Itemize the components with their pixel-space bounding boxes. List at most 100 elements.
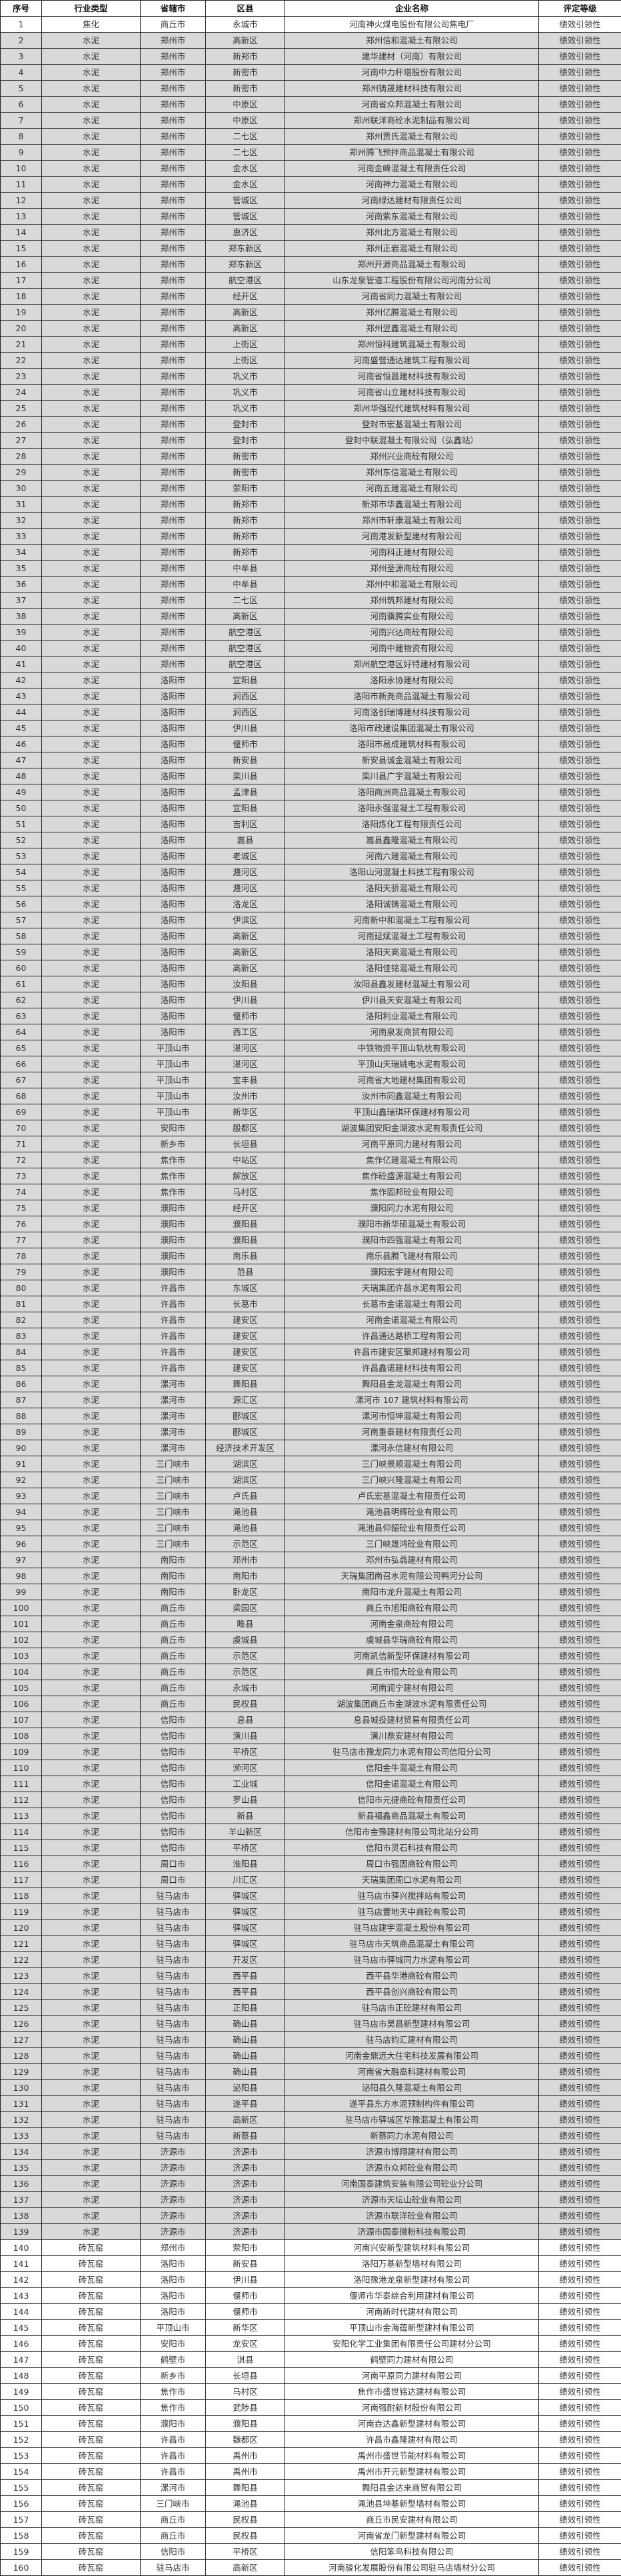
cell-index: 39 xyxy=(0,624,42,641)
cell-company: 洛阳市易成建筑材料有限公司 xyxy=(285,736,539,752)
cell-city: 郑州市 xyxy=(140,656,206,672)
cell-city: 郑州市 xyxy=(140,112,206,129)
cell-rating: 绩效引领性 xyxy=(538,1104,621,1120)
cell-index: 66 xyxy=(0,1056,42,1072)
cell-industry: 水泥 xyxy=(41,784,141,800)
cell-city: 驻马店市 xyxy=(140,1983,206,2000)
cell-company: 洛阳永协建材有限公司 xyxy=(285,672,539,688)
cell-industry: 水泥 xyxy=(41,1424,141,1440)
cell-industry: 砖瓦窑 xyxy=(41,2479,141,2496)
cell-city: 洛阳市 xyxy=(140,944,206,960)
cell-district: 登封市 xyxy=(205,416,285,433)
cell-city: 洛阳市 xyxy=(140,832,206,848)
cell-company: 河南兴达商砼有限公司 xyxy=(285,624,539,641)
cell-company: 焦作砼盛源混凝土有限公司 xyxy=(285,1168,539,1184)
cell-district: 新华区 xyxy=(205,1104,285,1120)
cell-index: 89 xyxy=(0,1424,42,1440)
cell-district: 嵩县 xyxy=(205,832,285,848)
cell-industry: 水泥 xyxy=(41,1152,141,1168)
cell-company: 登封中联混凝土有限公司（弘鑫站） xyxy=(285,432,539,449)
cell-industry: 水泥 xyxy=(41,1184,141,1200)
table-row: 64 水泥 洛阳市 西工区 河南泉发商贸有限公司 绩效引领性 xyxy=(0,1024,621,1040)
cell-company: 河南金诺混凝土有限公司 xyxy=(285,1312,539,1328)
cell-industry: 砖瓦窑 xyxy=(41,2559,141,2576)
cell-company: 济源市博翔建材有限公司 xyxy=(285,2143,539,2160)
cell-index: 69 xyxy=(0,1104,42,1120)
cell-index: 158 xyxy=(0,2527,42,2544)
cell-rating: 绩效引领性 xyxy=(538,1935,621,1952)
table-row: 56 水泥 洛阳市 洛龙区 洛阳诚铸混凝土有限公司 绩效引领性 xyxy=(0,896,621,912)
cell-company: 洛阳利业混凝土有限公司 xyxy=(285,1008,539,1024)
table-row: 20 水泥 郑州市 高新区 郑州翌鑫混凝土有限公司 绩效引领性 xyxy=(0,320,621,337)
cell-district: 孟津县 xyxy=(205,784,285,800)
cell-industry: 砖瓦窑 xyxy=(41,2399,141,2416)
cell-rating: 绩效引领性 xyxy=(538,352,621,369)
cell-rating: 绩效引领性 xyxy=(538,2255,621,2272)
cell-district: 濮阳县 xyxy=(205,2415,285,2432)
table-row: 103 水泥 商丘市 示范区 河南凯信新型环保建材有限公司 绩效引领性 xyxy=(0,1648,621,1664)
cell-company: 河南省大融高科建材有限公司 xyxy=(285,2063,539,2080)
table-row: 107 水泥 信阳市 息县 息县城投建材贸易有限责任公司 绩效引领性 xyxy=(0,1712,621,1728)
cell-index: 131 xyxy=(0,2095,42,2112)
cell-district: 长垣县 xyxy=(205,1136,285,1152)
cell-district: 遂平县 xyxy=(205,2095,285,2112)
cell-district: 湛河区 xyxy=(205,1040,285,1056)
cell-district: 济源市 xyxy=(205,2207,285,2224)
table-row: 156 砖瓦窑 三门峡市 渑池县 渑池县坤基新型墙材有限公司 绩效引领性 xyxy=(0,2495,621,2512)
table-row: 101 水泥 商丘市 睢县 河南金泉商砼有限公司 绩效引领性 xyxy=(0,1616,621,1632)
cell-district: 新郑市 xyxy=(205,544,285,561)
cell-rating: 绩效引领性 xyxy=(538,144,621,161)
cell-industry: 水泥 xyxy=(41,944,141,960)
cell-city: 商丘市 xyxy=(140,1600,206,1616)
cell-company: 河南延斌混凝土工程有限公司 xyxy=(285,928,539,944)
cell-rating: 绩效引领性 xyxy=(538,1408,621,1424)
cell-industry: 水泥 xyxy=(41,1376,141,1392)
cell-company: 洛阳天骄混凝土有限公司 xyxy=(285,880,539,896)
cell-index: 82 xyxy=(0,1312,42,1328)
cell-city: 南阳市 xyxy=(140,1584,206,1600)
cell-district: 中原区 xyxy=(205,112,285,129)
cell-industry: 水泥 xyxy=(41,576,141,593)
cell-company: 郑州贾氏混凝土有限公司 xyxy=(285,128,539,145)
cell-company: 驻马店市昊昌新型建材有限公司 xyxy=(285,2015,539,2032)
table-row: 144 砖瓦窑 洛阳市 偃师市 河南新时代建材有限公司 绩效引领性 xyxy=(0,2303,621,2320)
table-row: 38 水泥 郑州市 高新区 河南骥腾实业有限公司 绩效引领性 xyxy=(0,608,621,625)
cell-index: 110 xyxy=(0,1760,42,1776)
cell-rating: 绩效引领性 xyxy=(538,768,621,784)
cell-city: 濮阳市 xyxy=(140,1216,206,1232)
cell-company: 信阳金诺混凝土有限公司 xyxy=(285,1776,539,1792)
cell-company: 济源市天坛山砼业有限公司 xyxy=(285,2191,539,2208)
cell-industry: 水泥 xyxy=(41,2063,141,2080)
cell-industry: 砖瓦窑 xyxy=(41,2431,141,2448)
cell-company: 天瑞集团许昌水泥有限公司 xyxy=(285,1280,539,1296)
cell-district: 永城市 xyxy=(205,1680,285,1696)
cell-company: 河南新中和混凝土工程有限公司 xyxy=(285,912,539,928)
cell-city: 洛阳市 xyxy=(140,704,206,720)
table-row: 114 水泥 信阳市 羊山新区 信阳市金豫建材有限公司北站分公司 绩效引领性 xyxy=(0,1824,621,1840)
cell-industry: 水泥 xyxy=(41,928,141,944)
cell-industry: 水泥 xyxy=(41,1120,141,1136)
cell-company: 河南金峰混凝土有限责任公司 xyxy=(285,160,539,177)
cell-rating: 绩效引领性 xyxy=(538,1824,621,1840)
cell-index: 153 xyxy=(0,2447,42,2464)
cell-industry: 水泥 xyxy=(41,1584,141,1600)
cell-rating: 绩效引领性 xyxy=(538,160,621,177)
table-row: 25 水泥 郑州市 巩义市 郑州华强现代建筑材料有限公司 绩效引领性 xyxy=(0,400,621,417)
cell-index: 79 xyxy=(0,1264,42,1280)
cell-industry: 水泥 xyxy=(41,1232,141,1248)
cell-rating: 绩效引领性 xyxy=(538,736,621,752)
cell-city: 郑州市 xyxy=(140,144,206,161)
table-row: 36 水泥 郑州市 中牟县 郑州中和混凝土有限公司 绩效引领性 xyxy=(0,576,621,593)
table-row: 29 水泥 郑州市 新密市 郑州东信混凝土有限公司 绩效引领性 xyxy=(0,464,621,481)
cell-index: 141 xyxy=(0,2255,42,2272)
table-row: 2 水泥 郑州市 高新区 郑州信和混凝土有限公司 绩效引领性 xyxy=(0,32,621,49)
cell-rating: 绩效引领性 xyxy=(538,752,621,768)
table-row: 145 砖瓦窑 平顶山市 新华区 平顶山市金海蕴新型建材有限公司 绩效引领性 xyxy=(0,2319,621,2336)
cell-index: 156 xyxy=(0,2495,42,2512)
cell-company: 湖波集团商丘市金湖波水泥有限责任公司 xyxy=(285,1696,539,1712)
cell-rating: 绩效引领性 xyxy=(538,2287,621,2304)
table-row: 78 水泥 濮阳市 南乐县 南乐县腾飞建材有限公司 绩效引领性 xyxy=(0,1248,621,1264)
cell-rating: 绩效引领性 xyxy=(538,864,621,880)
cell-rating: 绩效引领性 xyxy=(538,448,621,465)
cell-district: 管城区 xyxy=(205,192,285,209)
